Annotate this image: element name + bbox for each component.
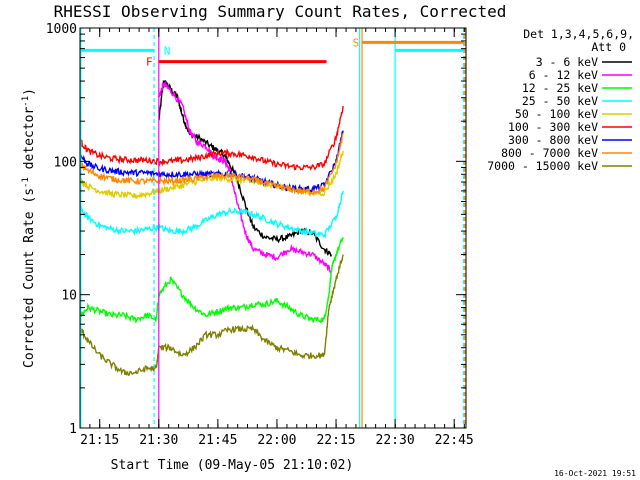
marker-layer: NF S xyxy=(80,28,466,428)
series-line-5 xyxy=(80,150,344,200)
legend-label-1: 3 - 6 keV xyxy=(536,55,598,69)
x-tick-label-2: 21:30 xyxy=(139,433,178,448)
series-line-7 xyxy=(80,130,344,194)
x-tick-label-6: 22:30 xyxy=(376,433,415,448)
series-line-2 xyxy=(158,80,332,274)
y-axis-label-part-2: detector xyxy=(22,107,37,178)
y-tick-label-3: 100 xyxy=(54,155,77,170)
x-axis-label: Start Time (09-May-05 21:10:02) xyxy=(111,458,354,473)
x-tick-label-7: 22:45 xyxy=(435,433,474,448)
series-line-9 xyxy=(80,254,344,377)
legend-label-9: 7000 - 15000 keV xyxy=(487,159,598,173)
marker-label-N: N xyxy=(164,44,171,57)
marker-label-F: F xyxy=(146,56,153,69)
marker-label-S: S xyxy=(353,36,360,49)
y-axis-label-sup-1: -1 xyxy=(21,177,31,188)
x-tick-label-5: 22:15 xyxy=(316,433,355,448)
axis-layer: 1 10 100 1000 21:15 21:30 21:45 22:00 22:15 22:30… xyxy=(46,22,474,448)
legend-header-detectors: Det 1,3,4,5,6,9, xyxy=(523,27,634,41)
series-line-4 xyxy=(80,190,344,239)
y-axis-label-sup-2: -1 xyxy=(21,96,31,107)
series-line-3 xyxy=(80,237,344,324)
x-tick-label-1: 21:15 xyxy=(80,433,119,448)
x-tick-label-4: 22:00 xyxy=(257,433,296,448)
legend-label-3: 12 - 25 keV xyxy=(522,81,598,95)
y-axis-label: Corrected Count Rate (s-1 detector-1) xyxy=(21,88,37,368)
y-axis-label-part-3: ) xyxy=(22,88,37,96)
chart-title: RHESSI Observing Summary Count Rates, Co… xyxy=(54,2,507,21)
legend-label-4: 25 - 50 keV xyxy=(522,94,598,108)
y-axis-label-part-1: Corrected Count Rate (s xyxy=(22,188,37,368)
y-tick-label-2: 10 xyxy=(61,289,77,304)
series-line-6 xyxy=(80,105,344,171)
legend-label-2: 6 - 12 keV xyxy=(529,68,598,82)
timestamp: 16-Oct-2021 19:51 xyxy=(554,469,636,478)
series-line-8 xyxy=(80,133,344,197)
legend-label-8: 800 - 7000 keV xyxy=(501,146,598,160)
y-tick-label-1: 1 xyxy=(69,422,77,437)
legend-label-6: 100 - 300 keV xyxy=(508,120,598,134)
legend-label-7: 300 - 800 keV xyxy=(508,133,598,147)
x-tick-label-3: 21:45 xyxy=(198,433,237,448)
y-tick-label-4: 1000 xyxy=(46,22,77,37)
legend-label-5: 50 - 100 keV xyxy=(515,107,598,121)
series-layer xyxy=(80,80,344,377)
legend-header-attenuator: Att 0 xyxy=(591,40,626,54)
plot-frame xyxy=(79,27,467,429)
